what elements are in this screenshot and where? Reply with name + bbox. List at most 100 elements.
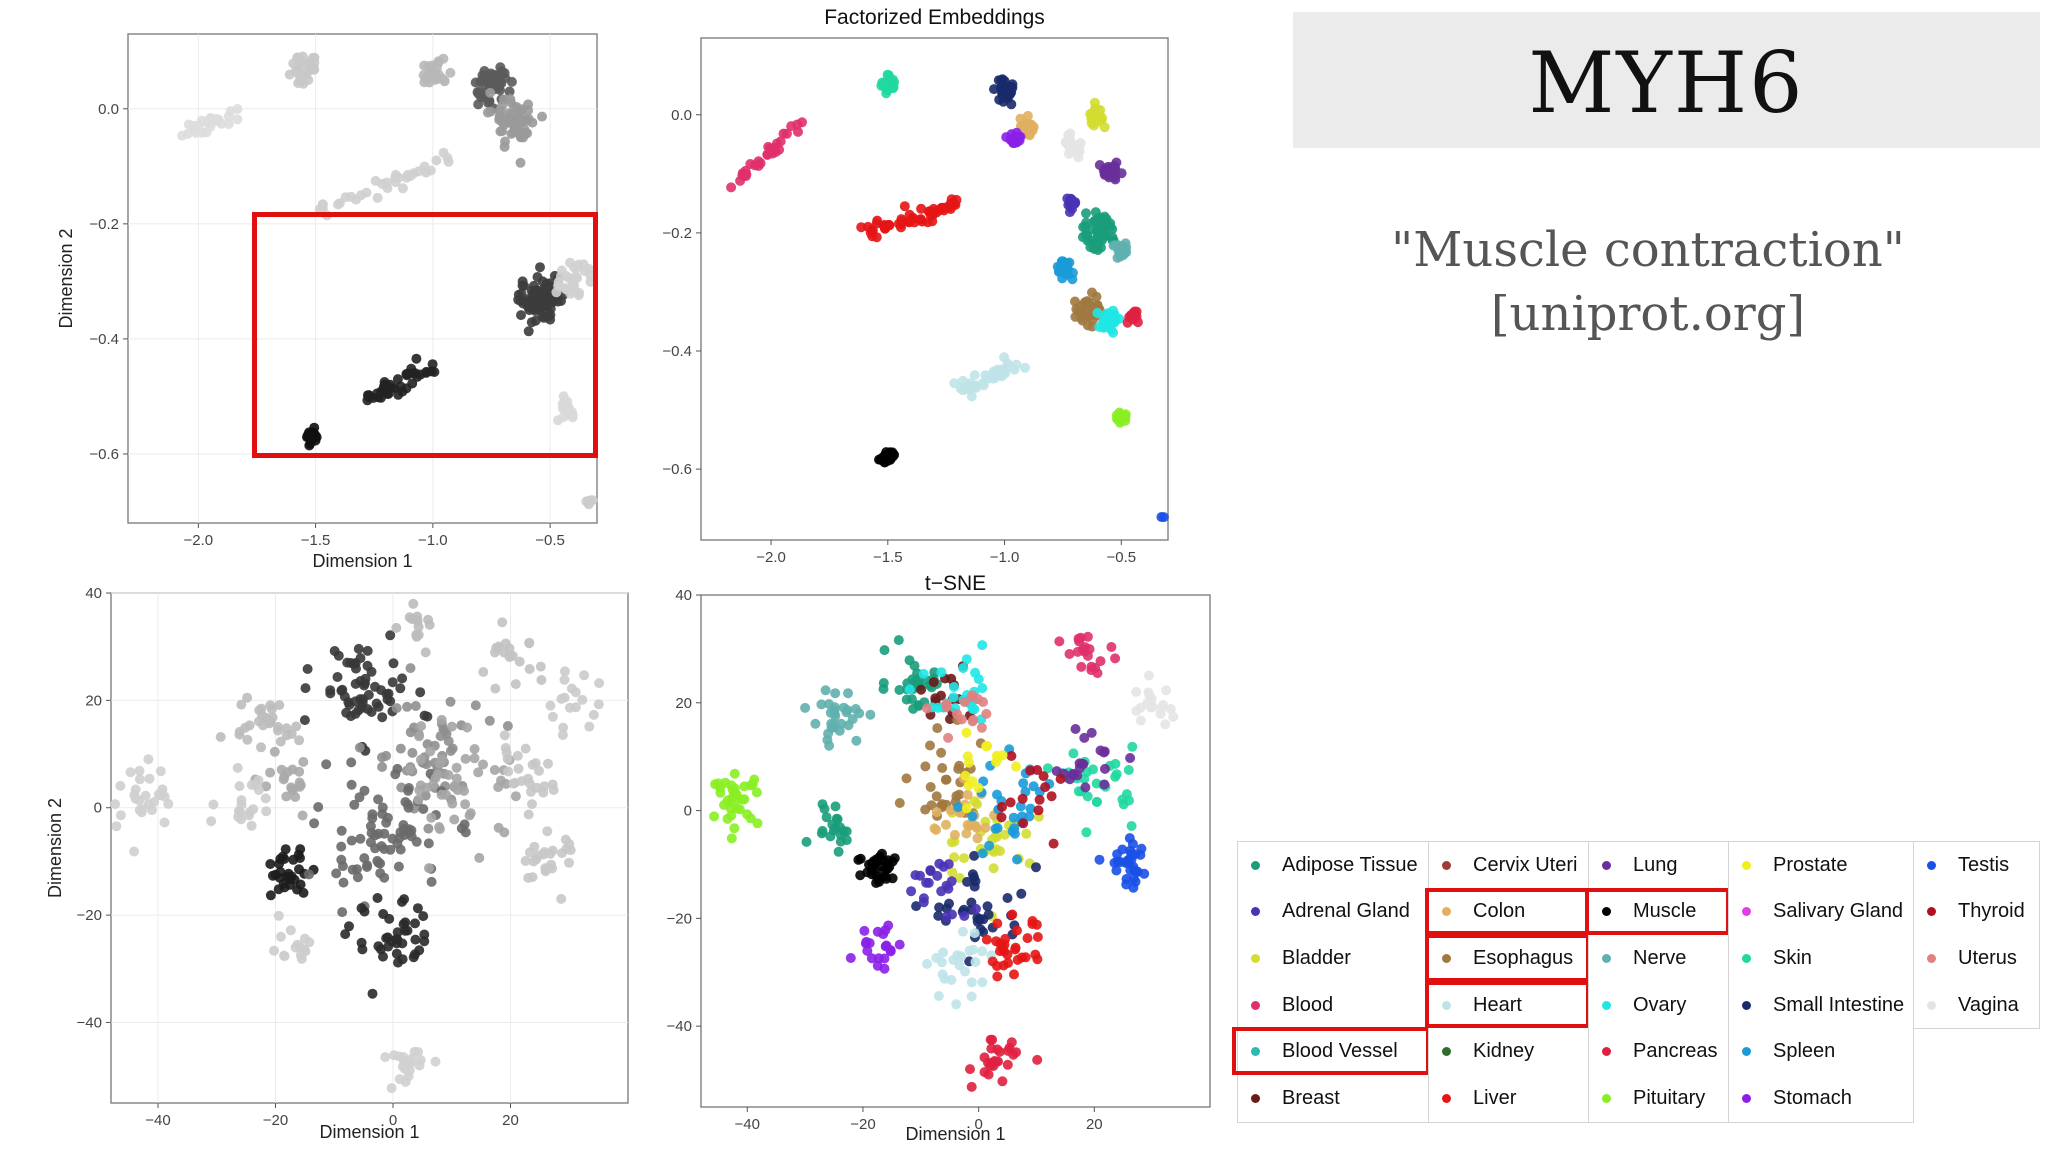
expression-point [244,720,255,731]
expression-point [402,701,413,712]
ovary-point [936,667,947,678]
esophagus-point [936,747,947,758]
small-intestine-point [998,92,1009,103]
expression-point [490,683,501,694]
expression-point [557,730,568,740]
bladder-point [949,852,960,863]
expression-point [404,764,415,775]
expression-point [379,828,390,839]
spleen-point [1028,781,1039,792]
lung-point [1106,162,1117,173]
y-tick-label: 0 [684,803,692,820]
prostate-point [964,757,974,768]
esophagus-point [937,799,948,810]
pituitary-point [715,787,726,798]
vagina-point [1135,702,1146,713]
lung-point [1086,727,1097,738]
legend-item-pancreas: Pancreas [1589,1028,1728,1075]
blood-point [726,182,737,193]
expression-point [491,73,502,84]
legend-dot-icon [1250,953,1260,963]
expression-point [413,629,424,640]
adipose-tissue-point [913,700,924,711]
muscle-point [882,863,893,874]
expression-point [393,957,403,968]
testis-point [1094,854,1105,865]
expression-point [373,794,384,805]
bladder-point [988,863,999,874]
uterus-point [981,708,992,719]
pancreas-point [1002,1059,1013,1070]
legend-label: Blood [1282,993,1334,1016]
expression-point [397,896,407,907]
liver-point [997,942,1008,953]
legend-item-vagina: Vagina [1914,982,2039,1029]
ovary-point [932,702,943,713]
colon-point [1022,110,1033,121]
expression-point [594,678,605,689]
legend-item-ovary: Ovary [1589,982,1728,1029]
expression-point [426,366,437,377]
legend-label: Liver [1473,1086,1517,1109]
legend-highlight-box [1232,1027,1430,1075]
expression-point [359,680,370,691]
expression-point [504,652,515,662]
legend-highlight-box [1585,887,1730,936]
legend-swatch [1914,860,1948,870]
legend-item-blood-vessel: Blood Vessel [1232,1027,1430,1075]
expression-point [337,907,348,918]
esophagus-point [951,791,962,802]
colon-point [971,822,982,833]
expression-point [402,169,413,180]
expression-point [266,703,277,714]
expression-point [510,791,521,802]
expression-point [382,388,393,399]
adrenal-gland-point [1067,198,1078,209]
legend-swatch [1429,1047,1463,1057]
lung-point [1080,782,1091,793]
expression-point [183,119,194,130]
pituitary-point [726,833,737,844]
expression-point [285,925,296,936]
expression-point [370,175,381,186]
ovary-point [949,682,959,692]
legend-item-muscle: Muscle [1585,887,1730,936]
expression-point [288,58,299,69]
x-tick-label: −1.5 [873,549,903,566]
blood-point [741,169,752,180]
expression-point [559,399,570,410]
heart-point [939,973,950,984]
expression-point [380,1052,391,1063]
expression-point [297,810,308,821]
x-tick-label: 20 [502,1112,519,1129]
expression-point [422,711,433,722]
liver-point [916,203,927,214]
pancreas-point [985,1060,996,1071]
expression-point [411,353,422,364]
spleen-point [1024,811,1035,822]
esophagus-point [937,763,948,773]
expression-point [261,806,272,817]
legend-dot-icon [1441,1000,1451,1010]
gene-function: "Muscle contraction" [1391,222,1905,278]
expression-point [331,868,342,879]
expression-point [356,702,367,713]
expression-point [524,847,535,858]
lung-point [1125,753,1136,763]
legend-column: Adipose Tissue Adrenal Gland Bladder Blood B… [1232,841,1430,1123]
expression-point [512,117,523,128]
heart-point [966,977,977,988]
expression-point [540,866,551,877]
skin-point [1111,769,1122,780]
legend-label: Colon [1473,900,1526,923]
heart-point [951,999,962,1010]
testis-point [1111,865,1122,876]
muscle-point [887,856,898,867]
expression-point [149,797,160,807]
expression-point [485,87,496,98]
expression-point [573,262,584,272]
expression-point [313,802,324,812]
expression-point [269,945,279,956]
heart-point [1011,359,1022,370]
expression-point [215,732,226,742]
